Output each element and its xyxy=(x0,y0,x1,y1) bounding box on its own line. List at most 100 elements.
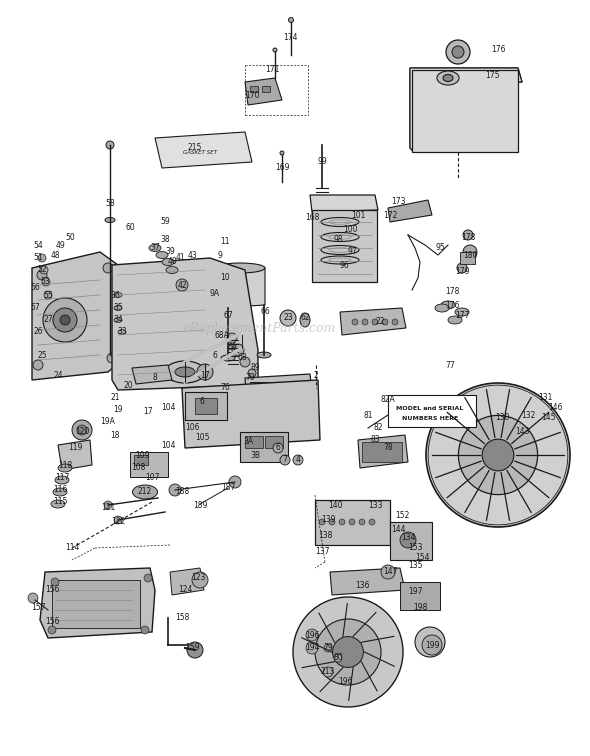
Text: 194: 194 xyxy=(305,643,319,652)
Text: 196: 196 xyxy=(305,631,319,640)
Circle shape xyxy=(144,574,152,582)
Ellipse shape xyxy=(149,244,161,252)
Bar xyxy=(250,382,310,422)
Text: 48: 48 xyxy=(50,250,60,259)
Text: 176: 176 xyxy=(491,45,505,54)
Text: 101: 101 xyxy=(351,210,365,219)
Circle shape xyxy=(72,420,92,440)
Polygon shape xyxy=(330,568,405,595)
Ellipse shape xyxy=(114,305,122,311)
Text: 158: 158 xyxy=(175,614,189,622)
Text: 147: 147 xyxy=(383,568,397,577)
Text: 132: 132 xyxy=(521,411,535,420)
Circle shape xyxy=(392,319,398,325)
Polygon shape xyxy=(170,568,204,595)
Text: 4: 4 xyxy=(296,456,300,464)
Text: 57: 57 xyxy=(30,303,40,312)
Circle shape xyxy=(40,266,48,274)
Text: 198: 198 xyxy=(413,603,427,612)
Bar xyxy=(388,395,476,427)
Text: 119: 119 xyxy=(68,444,82,453)
Text: 42: 42 xyxy=(177,280,187,290)
Circle shape xyxy=(240,357,250,367)
Text: 100: 100 xyxy=(343,225,358,234)
Text: 143: 143 xyxy=(514,427,529,436)
Text: 177: 177 xyxy=(455,311,469,320)
Bar xyxy=(185,392,227,420)
Text: 213: 213 xyxy=(321,668,335,677)
Text: 107: 107 xyxy=(145,473,159,482)
Text: 124: 124 xyxy=(178,585,192,594)
Text: 199: 199 xyxy=(425,640,439,649)
Text: 95: 95 xyxy=(435,243,445,253)
Text: 81: 81 xyxy=(363,411,373,420)
Ellipse shape xyxy=(166,267,178,274)
Circle shape xyxy=(280,310,296,326)
Bar xyxy=(315,500,390,545)
Circle shape xyxy=(176,279,188,291)
Text: 20: 20 xyxy=(123,380,133,389)
Polygon shape xyxy=(410,68,414,152)
Bar xyxy=(362,442,402,462)
Text: 153: 153 xyxy=(408,544,422,553)
Text: 51: 51 xyxy=(33,253,43,262)
Polygon shape xyxy=(388,200,432,222)
Circle shape xyxy=(323,667,333,677)
Text: GASKET SET: GASKET SET xyxy=(183,150,217,154)
Polygon shape xyxy=(132,365,172,384)
Text: 7: 7 xyxy=(283,456,287,464)
Ellipse shape xyxy=(156,252,168,259)
Polygon shape xyxy=(410,68,522,82)
Text: 189: 189 xyxy=(193,500,207,510)
Circle shape xyxy=(369,519,375,525)
Text: 168: 168 xyxy=(305,212,319,222)
Text: 66: 66 xyxy=(260,308,270,317)
Ellipse shape xyxy=(114,293,122,298)
Text: 34: 34 xyxy=(113,315,123,324)
Text: 121: 121 xyxy=(101,503,115,513)
Bar xyxy=(265,436,283,448)
Text: 22: 22 xyxy=(375,318,385,327)
Bar xyxy=(460,252,475,264)
Text: 116: 116 xyxy=(53,485,67,494)
Text: 170: 170 xyxy=(245,91,259,100)
Circle shape xyxy=(463,245,477,259)
Circle shape xyxy=(382,319,388,325)
Text: 197: 197 xyxy=(408,587,422,596)
Text: 60: 60 xyxy=(125,224,135,233)
Circle shape xyxy=(51,578,59,586)
Circle shape xyxy=(426,383,570,527)
Ellipse shape xyxy=(435,304,449,312)
Text: 98: 98 xyxy=(333,236,343,244)
Text: 89: 89 xyxy=(250,364,260,373)
Text: 2: 2 xyxy=(314,370,319,380)
Text: 171: 171 xyxy=(265,66,279,75)
Text: 9A: 9A xyxy=(210,289,220,298)
Polygon shape xyxy=(182,380,320,448)
Text: 40: 40 xyxy=(167,258,177,267)
Circle shape xyxy=(329,519,335,525)
Ellipse shape xyxy=(437,71,459,85)
Circle shape xyxy=(457,263,467,273)
Ellipse shape xyxy=(215,263,265,273)
Text: 70: 70 xyxy=(245,373,255,383)
Text: 27: 27 xyxy=(43,315,53,324)
Circle shape xyxy=(463,230,473,240)
Polygon shape xyxy=(112,258,258,390)
Ellipse shape xyxy=(221,355,235,361)
Text: 139: 139 xyxy=(321,516,335,525)
Text: 196: 196 xyxy=(337,677,352,686)
Circle shape xyxy=(28,593,38,603)
Text: 33: 33 xyxy=(117,327,127,336)
Polygon shape xyxy=(215,268,265,308)
Text: eReplacementParts.com: eReplacementParts.com xyxy=(183,322,336,336)
Ellipse shape xyxy=(448,316,462,324)
Text: 37: 37 xyxy=(150,243,160,253)
Bar xyxy=(412,70,518,152)
Text: 99: 99 xyxy=(317,157,327,166)
Text: 41: 41 xyxy=(175,253,185,262)
Text: 178: 178 xyxy=(461,234,475,243)
Circle shape xyxy=(293,597,403,707)
Polygon shape xyxy=(32,252,122,380)
Circle shape xyxy=(53,308,77,332)
